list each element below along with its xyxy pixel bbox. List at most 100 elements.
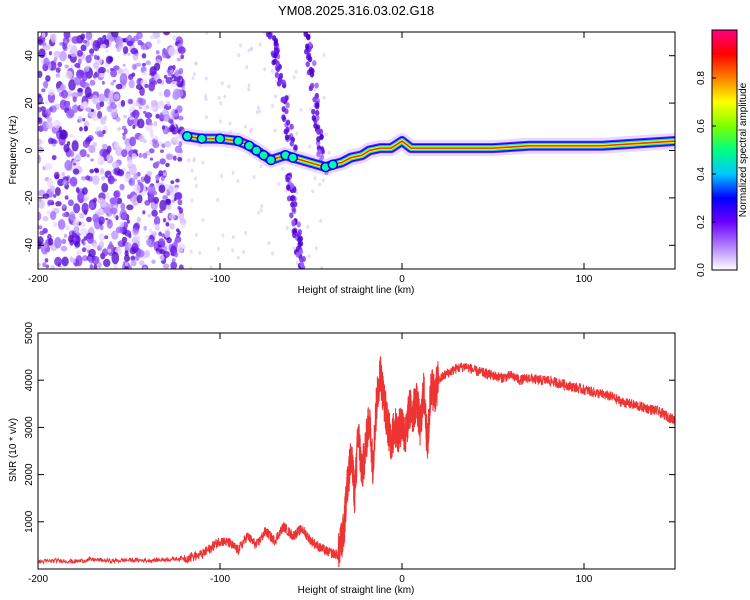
noise-speck	[109, 207, 118, 215]
noise-speck	[38, 70, 43, 78]
noise-speck	[158, 184, 166, 194]
noise-speck	[57, 219, 66, 230]
streak-speck	[298, 248, 304, 255]
noise-speck	[159, 149, 165, 153]
noise-speck	[144, 173, 151, 184]
noise-speck	[165, 77, 173, 85]
noise-speck	[139, 260, 145, 266]
noise-speck	[155, 179, 160, 184]
snr-ylabel: SNR (10 * v/v)	[8, 418, 19, 482]
streak-speck	[297, 241, 302, 248]
noise-speck	[127, 98, 134, 105]
noise-speck	[82, 255, 89, 262]
streak-speck	[273, 39, 279, 46]
noise-speck	[38, 106, 43, 113]
noise-speck	[262, 32, 266, 35]
noise-speck	[55, 73, 60, 78]
noise-speck	[89, 53, 94, 57]
noise-speck	[41, 32, 46, 38]
noise-speck	[73, 203, 81, 214]
noise-speck	[131, 63, 138, 71]
streak-speck	[291, 206, 296, 213]
noise-speck	[180, 54, 185, 60]
noise-speck	[205, 32, 209, 35]
noise-speck	[46, 116, 53, 123]
noise-speck	[156, 39, 161, 44]
noise-speck	[82, 101, 89, 109]
noise-speck	[81, 72, 88, 82]
noise-speck	[105, 192, 110, 200]
noise-speck	[201, 218, 205, 223]
noise-speck	[168, 185, 174, 193]
x-tick-label: 100	[576, 574, 593, 585]
noise-speck	[159, 158, 166, 165]
noise-speck	[79, 212, 85, 219]
noise-speck	[142, 104, 150, 110]
streak-speck	[292, 201, 298, 208]
noise-speck	[129, 116, 134, 120]
streak-speck	[307, 56, 313, 63]
x-tick-label: -100	[210, 274, 230, 285]
noise-speck	[295, 131, 299, 136]
streak-speck	[278, 72, 284, 79]
streak-speck	[286, 195, 292, 202]
noise-speck	[119, 221, 125, 228]
noise-speck	[73, 217, 80, 227]
noise-speck	[157, 101, 165, 109]
noise-speck	[153, 196, 159, 204]
noise-speck	[122, 135, 126, 141]
noise-speck	[103, 258, 111, 268]
noise-speck	[109, 197, 115, 203]
noise-speck	[76, 49, 84, 57]
noise-speck	[67, 90, 72, 97]
noise-speck	[127, 264, 132, 269]
noise-speck	[154, 135, 159, 140]
noise-speck	[141, 62, 147, 67]
noise-speck	[162, 172, 167, 177]
noise-speck	[108, 241, 113, 247]
noise-speck	[247, 87, 251, 92]
noise-speck	[165, 230, 170, 237]
noise-speck	[62, 204, 66, 209]
noise-speck	[91, 95, 99, 105]
noise-speck	[151, 209, 158, 217]
noise-speck	[163, 32, 171, 36]
noise-speck	[67, 199, 74, 207]
noise-speck	[111, 230, 119, 240]
noise-speck	[159, 254, 165, 261]
noise-speck	[116, 36, 123, 47]
streak-speck	[305, 33, 311, 40]
noise-speck	[38, 94, 44, 105]
noise-speck	[64, 64, 69, 69]
noise-speck	[163, 89, 171, 98]
noise-speck	[138, 135, 145, 142]
noise-speck	[43, 44, 51, 51]
noise-speck	[320, 265, 324, 269]
streak-speck	[312, 60, 317, 67]
noise-speck	[113, 141, 120, 149]
noise-speck	[174, 109, 178, 114]
streak-speck	[265, 32, 271, 38]
ridge-point	[327, 159, 339, 170]
noise-speck	[100, 43, 107, 50]
noise-speck	[145, 124, 153, 132]
noise-speck	[191, 76, 195, 81]
noise-speck	[52, 139, 58, 145]
noise-speck	[62, 212, 67, 218]
noise-speck	[187, 158, 191, 163]
streak-speck	[305, 61, 310, 68]
ridge-point	[287, 152, 299, 163]
noise-speck	[90, 158, 94, 162]
noise-speck	[89, 168, 95, 174]
noise-speck	[119, 73, 128, 86]
noise-speck	[188, 266, 192, 269]
noise-speck	[126, 40, 134, 47]
noise-speck	[176, 57, 181, 62]
colorbar-tick-label: 0.4	[696, 167, 707, 181]
noise-speck	[38, 38, 43, 46]
noise-speck	[106, 154, 112, 162]
noise-speck	[171, 258, 176, 263]
noise-speck	[103, 115, 107, 121]
noise-speck	[116, 197, 123, 205]
streak-speck	[314, 82, 319, 89]
